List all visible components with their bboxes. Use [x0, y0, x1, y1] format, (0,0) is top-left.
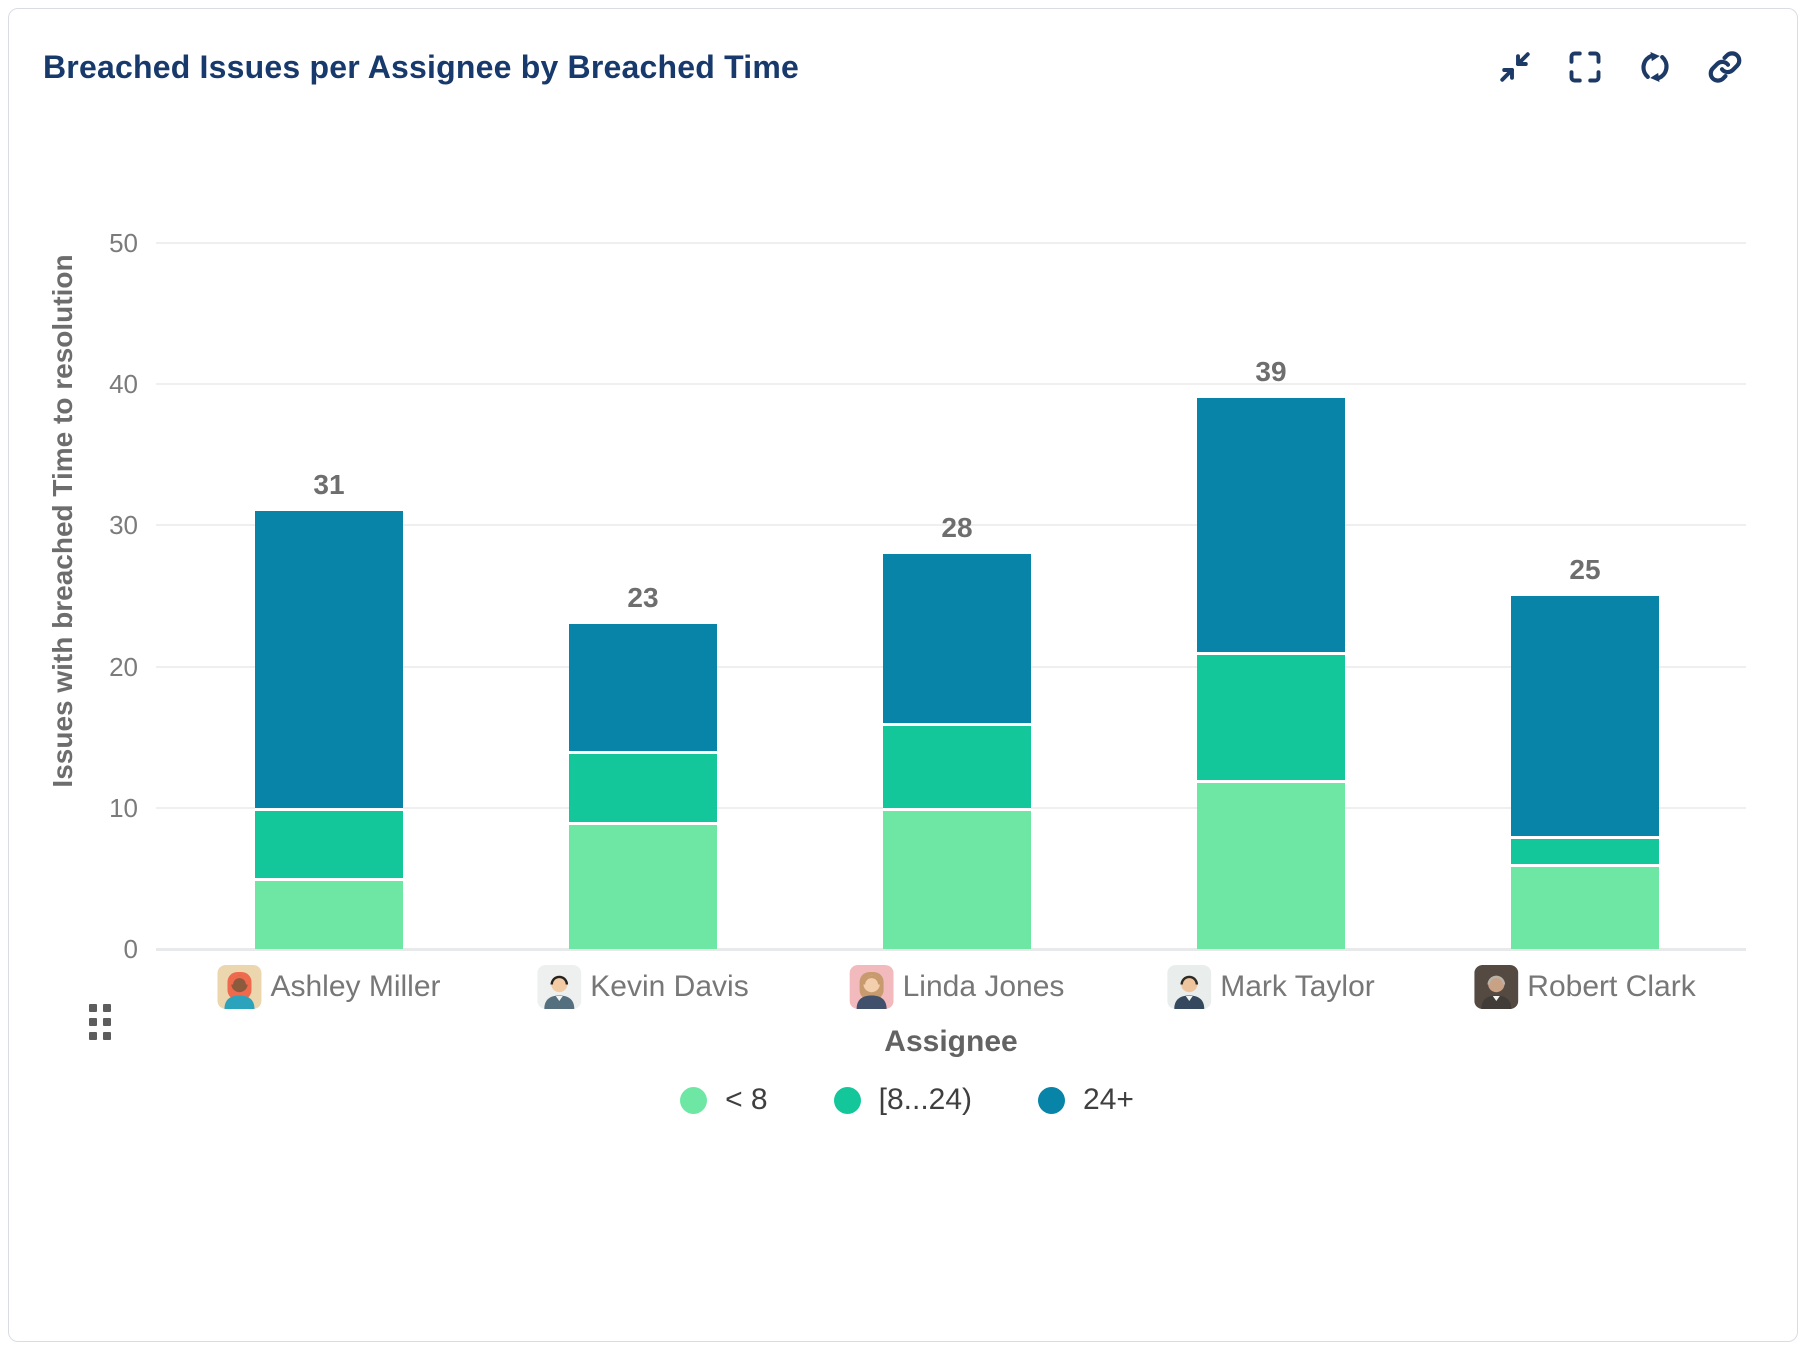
bar-segment-8[interactable] — [1511, 864, 1659, 949]
x-label-kevin-davis[interactable]: Kevin Davis — [537, 965, 749, 1009]
y-tick-label: 20 — [109, 651, 138, 682]
bar-segment-8-24[interactable] — [1197, 652, 1345, 780]
gridline-0 — [156, 948, 1746, 951]
drag-handle-icon[interactable] — [89, 1004, 111, 1040]
x-label-linda-jones[interactable]: Linda Jones — [849, 965, 1065, 1009]
legend-dot-icon — [833, 1086, 861, 1114]
legend-item-8[interactable]: < 8 — [680, 1083, 768, 1117]
gridline-50 — [156, 242, 1746, 244]
legend-label: < 8 — [725, 1083, 768, 1116]
refresh-button[interactable] — [1635, 47, 1675, 87]
collapse-icon — [1500, 52, 1530, 82]
avatar — [217, 965, 262, 1009]
category-label: Linda Jones — [902, 970, 1065, 1003]
legend: < 8 [8...24) 24+ — [112, 1083, 1702, 1117]
legend-label: 24+ — [1083, 1083, 1134, 1116]
legend-dot-icon — [1038, 1086, 1066, 1114]
bar-linda-jones — [883, 553, 1031, 949]
fullscreen-button[interactable] — [1565, 47, 1605, 87]
fullscreen-icon — [1569, 51, 1601, 83]
y-tick-label: 40 — [109, 369, 138, 400]
bar-segment-8-24[interactable] — [255, 807, 403, 879]
bar-segment-24[interactable] — [883, 553, 1031, 724]
gridline-30 — [156, 524, 1746, 527]
avatar — [849, 965, 894, 1009]
collapse-button[interactable] — [1495, 47, 1535, 87]
x-label-robert-clark[interactable]: Robert Clark — [1474, 965, 1696, 1009]
bar-segment-24[interactable] — [255, 511, 403, 808]
bar-segment-24[interactable] — [569, 624, 717, 752]
legend-dot-icon — [680, 1086, 708, 1114]
bar-robert-clark — [1511, 596, 1659, 949]
link-button[interactable] — [1705, 47, 1745, 87]
refresh-icon — [1641, 52, 1669, 82]
y-tick-label: 50 — [109, 228, 138, 258]
bar-ashley-miller — [255, 511, 403, 949]
x-axis-title: Assignee — [884, 1025, 1018, 1058]
link-icon — [1708, 51, 1742, 83]
category-label: Robert Clark — [1527, 970, 1696, 1003]
toolbar — [1495, 47, 1745, 87]
x-label-mark-taylor[interactable]: Mark Taylor — [1167, 965, 1375, 1009]
bar-segment-8-24[interactable] — [569, 751, 717, 822]
bar-total-label: 31 — [313, 469, 345, 501]
y-tick-label: 30 — [109, 510, 138, 541]
legend-item-8-24[interactable]: [8...24) — [833, 1083, 973, 1117]
avatar — [1167, 965, 1212, 1009]
legend-label: [8...24) — [878, 1083, 973, 1116]
bar-total-label: 23 — [627, 582, 659, 614]
category-label: Kevin Davis — [590, 970, 749, 1003]
avatar — [537, 965, 582, 1009]
bar-kevin-davis — [569, 624, 717, 949]
y-tick-label: 10 — [109, 792, 138, 823]
avatar — [1474, 965, 1519, 1009]
bar-total-label: 25 — [1569, 554, 1601, 585]
bar-total-label: 28 — [941, 511, 973, 543]
category-label: Mark Taylor — [1220, 970, 1375, 1003]
bar-mark-taylor — [1197, 398, 1345, 949]
bar-segment-8[interactable] — [255, 878, 403, 949]
stacked-bar-chart: Issues with breached Time to resolution … — [9, 9, 1797, 1341]
gridline-40 — [156, 383, 1746, 386]
chart-card: Breached Issues per Assignee by Breached… — [8, 8, 1798, 1342]
page-title: Breached Issues per Assignee by Breached… — [43, 49, 799, 85]
bar-total-label: 39 — [1255, 356, 1287, 388]
legend-item-24[interactable]: 24+ — [1038, 1083, 1134, 1117]
bar-segment-8-24[interactable] — [1511, 836, 1659, 865]
x-label-ashley-miller[interactable]: Ashley Miller — [217, 965, 441, 1009]
bar-segment-8[interactable] — [883, 807, 1031, 949]
bar-segment-8[interactable] — [1197, 779, 1345, 949]
bar-segment-8[interactable] — [569, 821, 717, 949]
bar-segment-8-24[interactable] — [883, 723, 1031, 808]
category-label: Ashley Miller — [270, 970, 441, 1003]
bar-segment-24[interactable] — [1511, 596, 1659, 837]
y-tick-label: 0 — [123, 934, 138, 964]
bar-segment-24[interactable] — [1197, 398, 1345, 653]
